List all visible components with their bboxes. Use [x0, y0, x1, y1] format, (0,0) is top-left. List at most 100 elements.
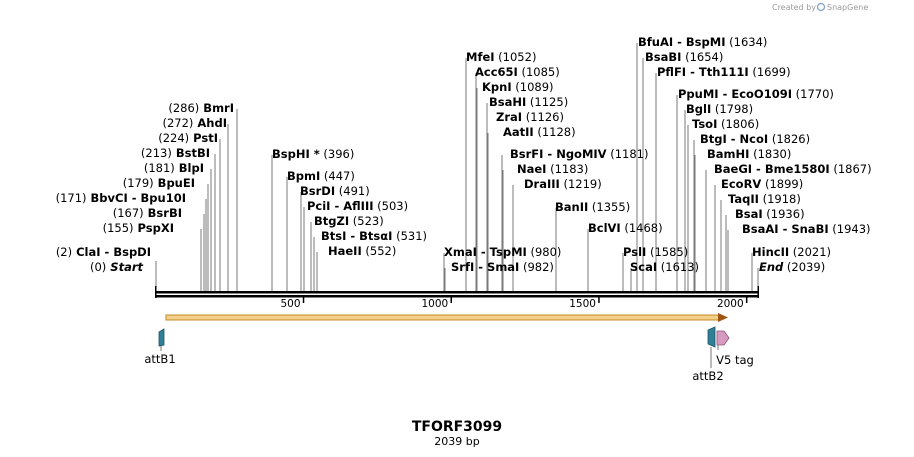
site-label-part: (1654)	[681, 50, 723, 64]
site-label-part: (447)	[320, 169, 355, 183]
site-label: BtsI - BtsαI (531)	[321, 229, 427, 243]
site-label-part: (1052)	[495, 50, 537, 64]
site-label-part: (1125)	[526, 95, 568, 109]
site-label-part: BglI	[686, 102, 711, 116]
site-label-part: - Bpu10I	[128, 191, 186, 205]
ruler-tick-label: 1500	[569, 298, 596, 310]
site-label: KpnI (1089)	[482, 80, 554, 94]
orf-arrowhead-icon	[718, 313, 728, 322]
site-label-part: PciI	[307, 199, 330, 213]
site-label-part: TaqII	[728, 192, 759, 206]
site-label-part: EcoRV	[721, 177, 761, 191]
site-label-part: BsrFI	[510, 147, 543, 161]
site-label-part: (1219)	[560, 177, 602, 191]
site-label-part: (552)	[362, 244, 397, 258]
site-label-part: (179)	[123, 176, 154, 190]
site-label-part: - BspDI	[101, 245, 151, 259]
site-label: BpmI (447)	[287, 169, 355, 183]
ruler-tick-mark	[598, 297, 600, 303]
site-label-part: (213)	[141, 146, 172, 160]
site-label-part: (491)	[335, 184, 370, 198]
site-label-part: BsrBI	[144, 206, 182, 220]
site-label-part: BmrI	[199, 101, 234, 115]
site-label-part: TsoI	[692, 117, 717, 131]
site-label-part: PslI	[623, 245, 646, 259]
site-label-part: BsaAI	[742, 222, 779, 236]
site-label-part: BtgI	[700, 132, 727, 146]
site-label: (179) BpuEI	[123, 176, 195, 190]
site-label-part: (1183)	[546, 162, 588, 176]
site-label-part: (1943)	[829, 222, 871, 236]
site-label-part: BanII	[555, 200, 588, 214]
site-label-part: (1867)	[830, 162, 872, 176]
snapgene-logo-icon	[816, 2, 826, 12]
site-leader-lines	[155, 43, 759, 291]
site-label: PslI (1585)	[623, 245, 688, 259]
site-label-part: (396)	[320, 147, 355, 161]
site-label-part: BtgZI	[314, 214, 349, 228]
site-label: AatII (1128)	[503, 125, 576, 139]
site-label: BsaHI (1125)	[489, 95, 568, 109]
site-label-part: (1085)	[518, 65, 560, 79]
site-label-part: (1770)	[792, 87, 834, 101]
site-label: BsaAI - SnaBI (1943)	[742, 222, 871, 236]
site-label: BsrDI (491)	[300, 184, 370, 198]
site-label-part: BsaHI	[489, 95, 526, 109]
site-label: NaeI (1183)	[517, 162, 588, 176]
site-label-part: (2)	[56, 245, 72, 259]
site-label: (213) BstBI	[141, 146, 210, 160]
site-label-part: (1089)	[512, 80, 554, 94]
feature-label-attb2: attB2	[692, 369, 723, 383]
ruler-tick-label: 2000	[717, 298, 744, 310]
ruler-tick-mark	[302, 297, 305, 303]
site-label-part: (2021)	[789, 245, 831, 259]
site-label-part: (531)	[392, 229, 427, 243]
site-label-part: (224)	[158, 131, 189, 145]
site-label: (0) Start	[90, 260, 144, 274]
ruler-tick-label: 500	[280, 298, 300, 310]
site-label: BfuAI - BspMI (1634)	[638, 35, 767, 49]
site-label: BanII (1355)	[555, 200, 630, 214]
site-label-part: (1830)	[749, 147, 791, 161]
site-label-part: (1936)	[763, 207, 805, 221]
site-label-part: (982)	[519, 260, 554, 274]
site-label-part: - NcoI	[727, 132, 768, 146]
site-label: PpuMI - EcoO109I (1770)	[678, 87, 834, 101]
site-label-part: (523)	[349, 214, 384, 228]
orf-arrow	[165, 313, 728, 322]
attb1-marker-icon	[158, 328, 165, 347]
site-label-part: ZraI	[496, 110, 522, 124]
site-label: Acc65I (1085)	[475, 65, 560, 79]
site-label: BamHI (1830)	[707, 147, 791, 161]
site-label-part: - SnaBI	[779, 222, 829, 236]
site-label-part: (1128)	[534, 125, 576, 139]
site-label-part: DraIII	[524, 177, 560, 191]
site-label: EcoRV (1899)	[721, 177, 803, 191]
site-label-part: (980)	[527, 245, 562, 259]
site-label-part: (167)	[113, 206, 144, 220]
backbone-strand-bottom	[155, 295, 759, 298]
site-label-part: - NgoMIV	[543, 147, 606, 161]
site-label-part: AatII	[503, 125, 534, 139]
site-label-part: (1634)	[726, 35, 768, 49]
site-label: BtgI - NcoI (1826)	[700, 132, 810, 146]
snapgene-logo-icon-ring	[816, 2, 826, 12]
site-label: ScaI (1613)	[630, 260, 699, 274]
ruler-tick-mark	[450, 297, 452, 303]
site-label-part: (1355)	[588, 200, 630, 214]
site-label-part: (1181)	[607, 147, 649, 161]
site-label: (286) BmrI	[168, 101, 234, 115]
plasmid-length: 2039 bp	[434, 435, 479, 448]
site-label-part: AhdI	[193, 116, 227, 130]
site-label-part: XmaI	[444, 245, 477, 259]
site-label: BclVI (1468)	[588, 221, 663, 235]
site-label-part: (1699)	[749, 65, 791, 79]
site-label-part: PpuMI	[678, 87, 719, 101]
site-label-part: BsaI	[735, 207, 763, 221]
site-label-part: KpnI	[482, 80, 512, 94]
site-label-part: (503)	[374, 199, 409, 213]
site-label: BtgZI (523)	[314, 214, 384, 228]
site-label: BsaI (1936)	[735, 207, 805, 221]
site-label-part: BlpI	[175, 161, 204, 175]
